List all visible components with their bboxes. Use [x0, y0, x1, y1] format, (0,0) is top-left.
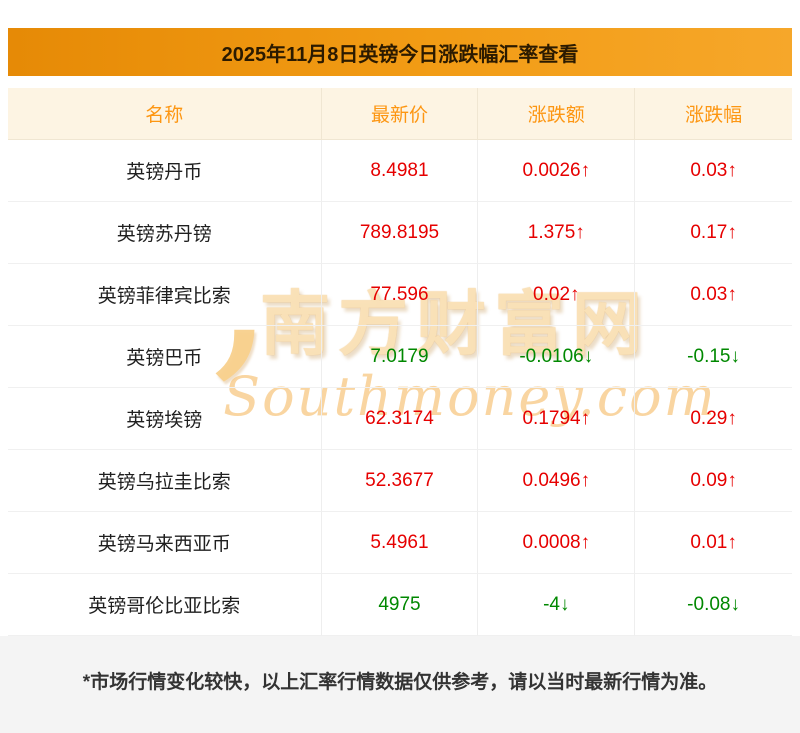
latest-price-cell: 7.0179: [321, 326, 479, 388]
change-amount-cell: -0.0106↓: [478, 326, 636, 388]
header-name: 名称: [8, 88, 322, 140]
disclaimer-bar: *市场行情变化较快，以上汇率行情数据仅供参考，请以当时最新行情为准。: [0, 636, 800, 733]
latest-price-cell: 77.596: [321, 264, 479, 326]
latest-price-cell: 789.8195: [321, 202, 479, 264]
page-title: 2025年11月8日英镑今日涨跌幅汇率查看: [221, 43, 579, 66]
currency-name-cell: 英镑马来西亚币: [8, 512, 322, 574]
change-percent-cell: 0.17↑: [635, 202, 792, 264]
header-change-percent: 涨跌幅: [635, 88, 792, 140]
currency-name-cell: 英镑埃镑: [8, 388, 322, 450]
table-row: 英镑菲律宾比索 77.596 0.02↑ 0.03↑: [8, 264, 792, 326]
change-percent-cell: -0.08↓: [635, 574, 792, 636]
header-change-amount: 涨跌额: [478, 88, 636, 140]
change-amount-cell: 0.0026↑: [478, 140, 636, 202]
change-amount-cell: 0.1794↑: [478, 388, 636, 450]
latest-price-cell: 52.3677: [321, 450, 479, 512]
latest-price-cell: 4975: [321, 574, 479, 636]
change-percent-cell: 0.03↑: [635, 140, 792, 202]
title-bar: 2025年11月8日英镑今日涨跌幅汇率查看: [8, 28, 792, 76]
currency-name-cell: 英镑菲律宾比索: [8, 264, 322, 326]
table-row: 英镑苏丹镑 789.8195 1.375↑ 0.17↑: [8, 202, 792, 264]
change-amount-cell: -4↓: [478, 574, 636, 636]
disclaimer-text: *市场行情变化较快，以上汇率行情数据仅供参考，请以当时最新行情为准。: [82, 671, 718, 693]
currency-name-cell: 英镑哥伦比亚比索: [8, 574, 322, 636]
latest-price-cell: 8.4981: [321, 140, 479, 202]
currency-name-cell: 英镑乌拉圭比索: [8, 450, 322, 512]
change-amount-cell: 0.0008↑: [478, 512, 636, 574]
change-percent-cell: 0.09↑: [635, 450, 792, 512]
change-amount-cell: 1.375↑: [478, 202, 636, 264]
currency-name-cell: 英镑巴币: [8, 326, 322, 388]
table-row: 英镑乌拉圭比索 52.3677 0.0496↑ 0.09↑: [8, 450, 792, 512]
change-percent-cell: -0.15↓: [635, 326, 792, 388]
table-header-row: 名称 最新价 涨跌额 涨跌幅: [8, 88, 792, 140]
table-row: 英镑巴币 7.0179 -0.0106↓ -0.15↓: [8, 326, 792, 388]
table-row: 英镑丹币 8.4981 0.0026↑ 0.03↑: [8, 140, 792, 202]
change-amount-cell: 0.02↑: [478, 264, 636, 326]
latest-price-cell: 62.3174: [321, 388, 479, 450]
change-amount-cell: 0.0496↑: [478, 450, 636, 512]
table-row: 英镑马来西亚币 5.4961 0.0008↑ 0.01↑: [8, 512, 792, 574]
table-row: 英镑埃镑 62.3174 0.1794↑ 0.29↑: [8, 388, 792, 450]
currency-name-cell: 英镑苏丹镑: [8, 202, 322, 264]
change-percent-cell: 0.29↑: [635, 388, 792, 450]
change-percent-cell: 0.01↑: [635, 512, 792, 574]
header-latest-price: 最新价: [321, 88, 479, 140]
table-row: 英镑哥伦比亚比索 4975 -4↓ -0.08↓: [8, 574, 792, 636]
change-percent-cell: 0.03↑: [635, 264, 792, 326]
currency-name-cell: 英镑丹币: [8, 140, 322, 202]
latest-price-cell: 5.4961: [321, 512, 479, 574]
exchange-rates-table: 名称 最新价 涨跌额 涨跌幅 英镑丹币 8.4981 0.0026↑ 0.03↑…: [8, 88, 792, 636]
